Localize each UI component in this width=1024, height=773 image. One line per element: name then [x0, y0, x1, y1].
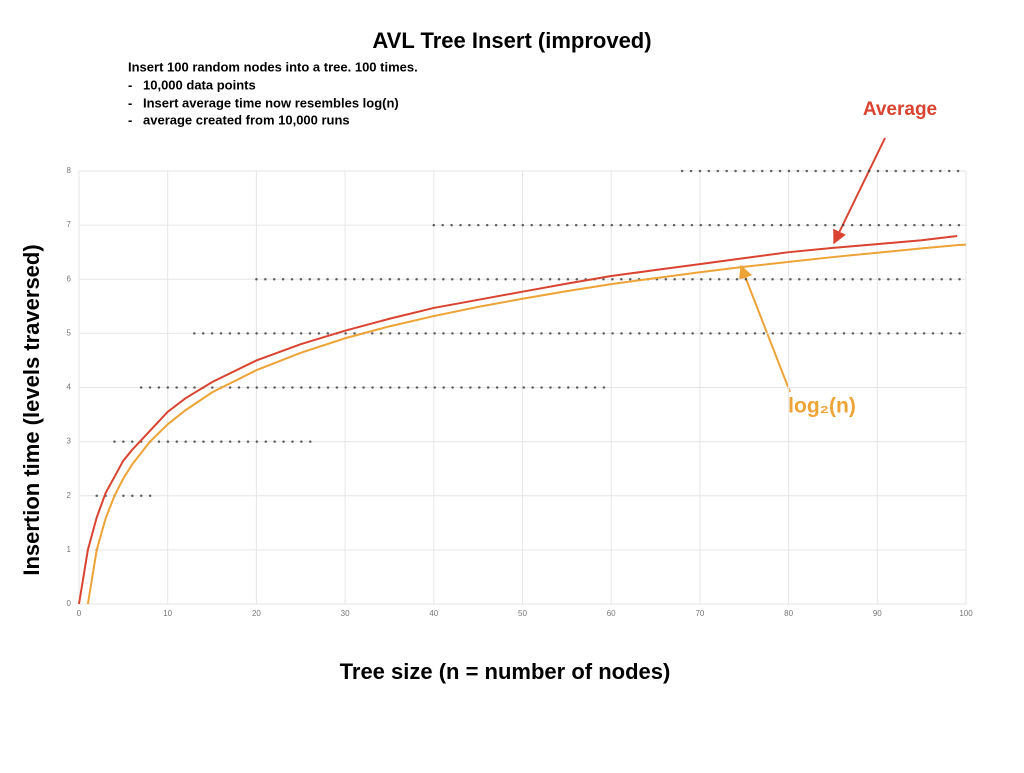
y-tick-label: 0: [67, 599, 72, 608]
y-tick-label: 5: [67, 328, 72, 337]
y-tick-label: 2: [67, 491, 72, 500]
y-tick-label: 8: [67, 166, 72, 175]
series-line: [78, 234, 958, 605]
y-axis-label: Insertion time (levels traversed): [19, 244, 44, 575]
x-tick-label: 40: [429, 609, 438, 618]
bullet: -: [128, 112, 132, 127]
note: 10,000 data points: [143, 77, 256, 92]
x-tick-label: 0: [77, 609, 82, 618]
chart-title: AVL Tree Insert (improved): [372, 28, 651, 53]
x-tick-label: 10: [163, 609, 172, 618]
series-label: Average: [863, 99, 937, 120]
annotation-arrow: [739, 264, 791, 393]
x-tick-label: 60: [607, 609, 616, 618]
series-line: [86, 243, 967, 605]
x-tick-label: 90: [873, 609, 882, 618]
note: Insert average time now resembles log(n): [143, 95, 399, 110]
x-tick-label: 20: [252, 609, 261, 618]
x-tick-label: 80: [784, 609, 793, 618]
note: average created from 10,000 runs: [143, 112, 350, 127]
bullet: -: [128, 95, 132, 110]
x-tick-label: 70: [695, 609, 704, 618]
series-label: log₂(n): [788, 395, 856, 418]
y-tick-label: 1: [67, 545, 72, 554]
y-tick-label: 4: [67, 383, 72, 392]
y-tick-label: 3: [67, 437, 72, 446]
y-tick-label: 6: [67, 274, 72, 283]
x-tick-label: 100: [959, 609, 973, 618]
x-tick-label: 50: [518, 609, 527, 618]
y-tick-label: 7: [67, 220, 72, 229]
x-axis-label: Tree size (n = number of nodes): [340, 659, 671, 684]
x-tick-label: 30: [341, 609, 350, 618]
note: Insert 100 random nodes into a tree. 100…: [128, 59, 418, 74]
bullet: -: [128, 77, 132, 92]
